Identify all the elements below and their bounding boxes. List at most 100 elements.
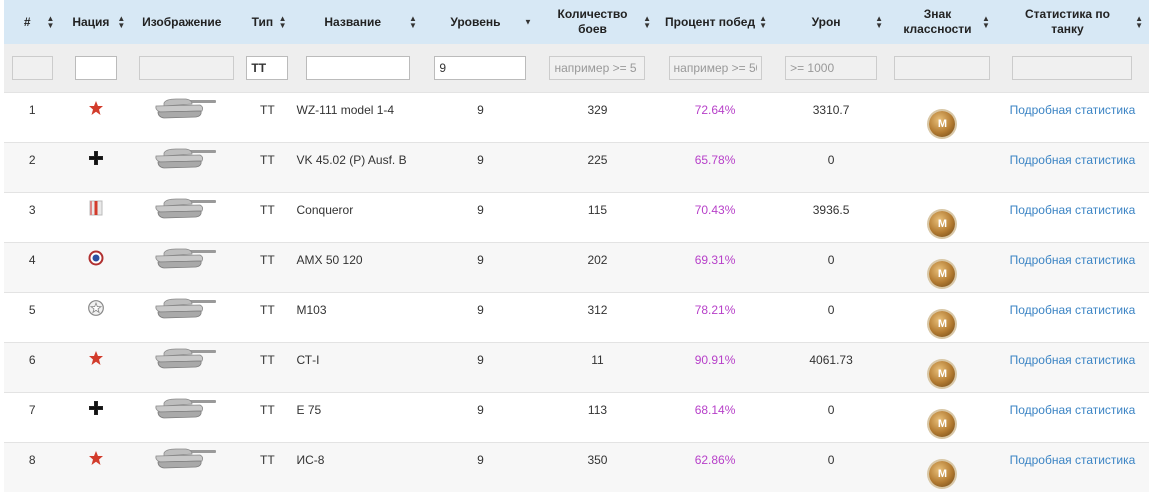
- filter-damage-input[interactable]: [785, 56, 877, 80]
- sort-icon[interactable]: ▲▼: [279, 15, 287, 29]
- header-battles-label-2: боев: [578, 22, 607, 36]
- mastery-badge-icon: M: [929, 261, 955, 287]
- header-image: Изображение: [131, 0, 242, 44]
- table-row: 7 ТТ E 75 9 113 68.14% 0 M Подробная ста…: [4, 393, 1149, 443]
- header-level[interactable]: Уровень▼: [423, 0, 538, 44]
- row-winrate: 78.21%: [695, 303, 736, 317]
- row-num: 3: [29, 203, 36, 217]
- mastery-badge-slot: M: [929, 260, 955, 274]
- row-tank-name: AMX 50 120: [297, 253, 363, 267]
- mastery-badge-slot: M: [929, 360, 955, 374]
- row-level: 9: [477, 153, 484, 167]
- filter-battles-input[interactable]: [549, 56, 645, 80]
- row-tank-name: ИС-8: [297, 453, 325, 467]
- header-name[interactable]: Название ▲▼: [293, 0, 423, 44]
- header-nation-label: Нация: [72, 15, 109, 29]
- sort-icon[interactable]: ▲▼: [643, 15, 651, 29]
- mastery-badge-slot: M: [929, 460, 955, 474]
- detailed-stats-link[interactable]: Подробная статистика: [1010, 253, 1136, 267]
- filter-winrate-input[interactable]: [669, 56, 762, 80]
- detailed-stats-link[interactable]: Подробная статистика: [1010, 353, 1136, 367]
- row-battles: 225: [587, 153, 607, 167]
- sort-desc-icon[interactable]: ▼: [524, 19, 532, 26]
- sort-icon[interactable]: ▲▼: [982, 15, 990, 29]
- row-type: ТТ: [260, 153, 275, 167]
- row-tank-name: WZ-111 model 1-4: [297, 103, 395, 117]
- row-winrate: 65.78%: [695, 153, 736, 167]
- row-level: 9: [477, 203, 484, 217]
- header-winrate-label: Процент побед: [665, 15, 755, 29]
- sort-icon[interactable]: ▲▼: [47, 15, 55, 29]
- table-row: 8 ТТ ИС-8 9 350 62.86% 0 M Подробная ста…: [4, 443, 1149, 492]
- row-level: 9: [477, 303, 484, 317]
- detailed-stats-link[interactable]: Подробная статистика: [1010, 103, 1136, 117]
- row-winrate: 62.86%: [695, 453, 736, 467]
- header-name-label: Название: [324, 15, 381, 29]
- row-tank-name: СТ-I: [297, 353, 320, 367]
- row-num: 4: [29, 253, 36, 267]
- header-winrate[interactable]: Процент побед ▲▼: [657, 0, 773, 44]
- header-mastery-label-2: классности: [903, 22, 971, 36]
- tank-image-icon: [152, 408, 222, 422]
- row-level: 9: [477, 253, 484, 267]
- header-stats-label-2: танку: [1051, 22, 1083, 36]
- row-tank-name: VK 45.02 (P) Ausf. B: [297, 153, 407, 167]
- sort-icon[interactable]: ▲▼: [875, 15, 883, 29]
- header-type[interactable]: Тип ▲▼: [242, 0, 292, 44]
- filter-mastery-input[interactable]: [894, 56, 990, 80]
- filter-level-input[interactable]: [434, 56, 526, 80]
- row-battles: 115: [588, 203, 607, 217]
- mastery-badge-slot: M: [929, 210, 955, 224]
- header-stats-label-1: Статистика по: [1025, 7, 1110, 21]
- filter-nation-input[interactable]: [75, 56, 117, 80]
- mastery-badge-icon: M: [929, 411, 955, 437]
- row-type: ТТ: [260, 203, 275, 217]
- row-winrate: 69.31%: [695, 253, 736, 267]
- tank-image-icon: [152, 108, 222, 122]
- filter-stats-input[interactable]: [1012, 56, 1132, 80]
- row-tank-name: E 75: [297, 403, 322, 417]
- header-damage[interactable]: Урон ▲▼: [773, 0, 889, 44]
- row-damage: 0: [828, 453, 835, 467]
- row-level: 9: [477, 403, 484, 417]
- filter-image-input[interactable]: [139, 56, 234, 80]
- sort-icon[interactable]: ▲▼: [759, 15, 767, 29]
- filter-name-input[interactable]: [306, 56, 410, 80]
- sort-icon[interactable]: ▲▼: [117, 15, 125, 29]
- mastery-badge-icon: M: [929, 211, 955, 237]
- ussr-star-icon: [88, 355, 104, 369]
- china-star-icon: [88, 105, 104, 119]
- mastery-badge-icon: M: [929, 111, 955, 137]
- row-type: ТТ: [260, 303, 275, 317]
- filter-type-input[interactable]: [246, 56, 288, 80]
- detailed-stats-link[interactable]: Подробная статистика: [1010, 203, 1136, 217]
- detailed-stats-link[interactable]: Подробная статистика: [1010, 453, 1136, 467]
- header-damage-label: Урон: [812, 15, 841, 29]
- detailed-stats-link[interactable]: Подробная статистика: [1010, 403, 1136, 417]
- tank-image-icon: [152, 258, 222, 272]
- row-num: 1: [29, 103, 36, 117]
- tank-image-icon: [152, 458, 222, 472]
- header-type-label: Тип: [252, 15, 274, 29]
- table-row: 6 ТТ СТ-I 9 11 90.91% 4061.73 M Подробна…: [4, 343, 1149, 393]
- row-tank-name: M103: [297, 303, 327, 317]
- detailed-stats-link[interactable]: Подробная статистика: [1010, 153, 1136, 167]
- row-battles: 202: [587, 253, 607, 267]
- row-tank-name: Conqueror: [297, 203, 354, 217]
- detailed-stats-link[interactable]: Подробная статистика: [1010, 303, 1136, 317]
- mastery-badge-icon: M: [929, 361, 955, 387]
- germany-cross-icon: [88, 155, 104, 169]
- mastery-badge-slot: M: [929, 310, 955, 324]
- filter-num-input[interactable]: [12, 56, 53, 80]
- tank-image-icon: [152, 358, 222, 372]
- row-level: 9: [477, 353, 484, 367]
- header-num[interactable]: #▲▼: [4, 0, 60, 44]
- sort-icon[interactable]: ▲▼: [1135, 15, 1143, 29]
- sort-icon[interactable]: ▲▼: [409, 15, 417, 29]
- header-nation[interactable]: Нация ▲▼: [60, 0, 131, 44]
- table-row: 2 ТТ VK 45.02 (P) Ausf. B 9 225 65.78% 0…: [4, 143, 1149, 193]
- row-num: 7: [29, 403, 36, 417]
